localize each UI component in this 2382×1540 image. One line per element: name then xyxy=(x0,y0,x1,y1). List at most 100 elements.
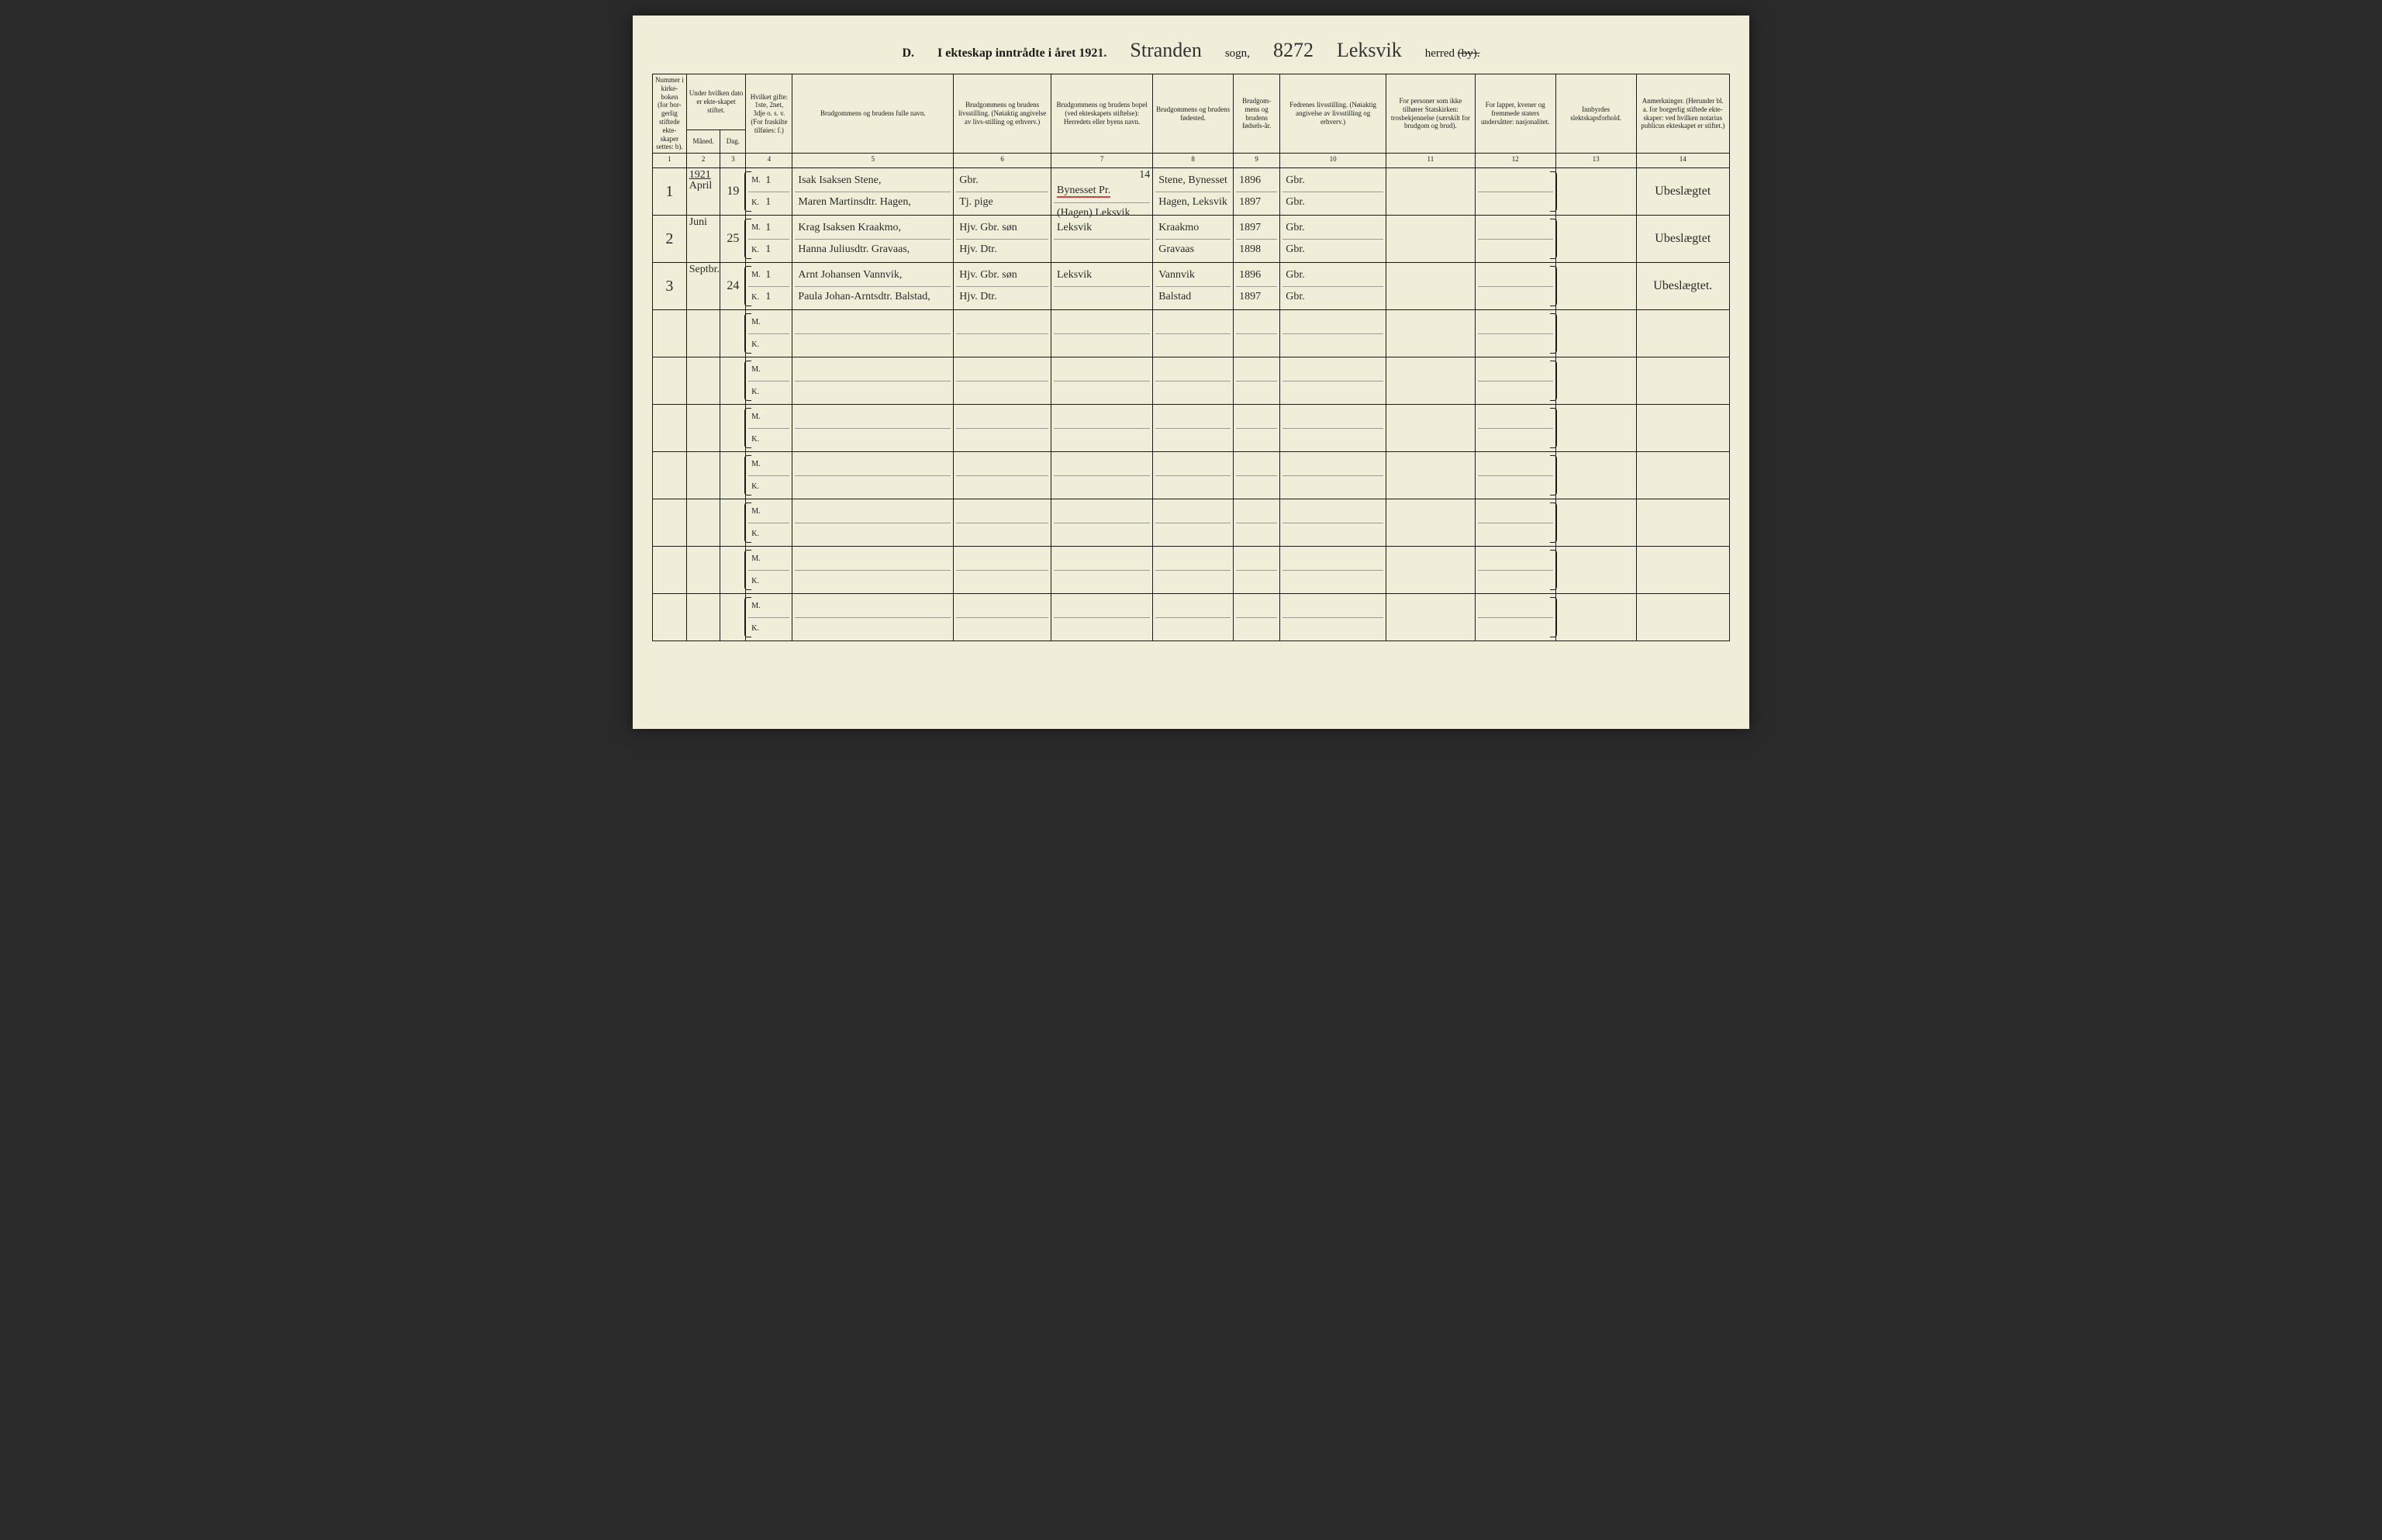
fodested-cell xyxy=(1153,452,1234,499)
title-text: I ekteskap inntrådte i året 192 xyxy=(937,47,1097,60)
bopel-cell xyxy=(1051,310,1152,357)
entry-number: 3 xyxy=(653,263,687,310)
bopel-cell xyxy=(1051,357,1152,405)
fedre-cell: Gbr. Gbr. xyxy=(1280,263,1386,310)
birthyear-cell: 1896 1897 xyxy=(1234,168,1280,216)
colnum: 12 xyxy=(1475,154,1555,168)
fodested-cell: Vannvik Balstad xyxy=(1153,263,1234,310)
anmerkning-cell: Ubeslægtet xyxy=(1636,216,1729,263)
month-cell xyxy=(686,405,720,452)
fedre-cell xyxy=(1280,310,1386,357)
livsstilling-cell xyxy=(954,405,1051,452)
tros-cell xyxy=(1386,452,1475,499)
nasjonalitet-cell xyxy=(1475,452,1555,499)
livsstilling-cell xyxy=(954,357,1051,405)
livsstilling-cell: Gbr. Tj. pige xyxy=(954,168,1051,216)
birthyear-cell: 1896 1897 xyxy=(1234,263,1280,310)
title-printed: I ekteskap inntrådte i året 1921. xyxy=(937,47,1106,60)
tros-cell xyxy=(1386,216,1475,263)
livsstilling-cell xyxy=(954,499,1051,547)
year-suffix: 1. xyxy=(1097,47,1106,60)
colnum: 7 xyxy=(1051,154,1152,168)
day-cell xyxy=(720,499,746,547)
fedre-cell: Gbr. Gbr. xyxy=(1280,168,1386,216)
fodested-cell xyxy=(1153,499,1234,547)
herred-word: herred xyxy=(1425,47,1455,60)
fodested-cell xyxy=(1153,310,1234,357)
name-cell: Krag Isaksen Kraakmo, Hanna Juliusdtr. G… xyxy=(792,216,954,263)
tros-cell xyxy=(1386,594,1475,641)
day-cell: 25 xyxy=(720,216,746,263)
table-row: 11921April19 M.1 K.1 Isak Isaksen Stene,… xyxy=(653,168,1730,216)
anmerkning-cell xyxy=(1636,499,1729,547)
header-c12: Innbyrdes slektskapsforhold. xyxy=(1555,74,1636,154)
fodested-cell xyxy=(1153,547,1234,594)
header-c1: Nummer i kirke-boken (for bor-gerlig sti… xyxy=(653,74,687,154)
slekt-cell xyxy=(1555,405,1636,452)
fodested-cell xyxy=(1153,357,1234,405)
gifte-cell: M. K. xyxy=(746,357,792,405)
tros-cell xyxy=(1386,547,1475,594)
slekt-cell xyxy=(1555,263,1636,310)
livsstilling-cell xyxy=(954,594,1051,641)
day-cell xyxy=(720,357,746,405)
gifte-cell: M. K. xyxy=(746,310,792,357)
livsstilling-cell xyxy=(954,547,1051,594)
colnum: 14 xyxy=(1636,154,1729,168)
tros-cell xyxy=(1386,499,1475,547)
month-cell xyxy=(686,499,720,547)
name-cell xyxy=(792,310,954,357)
header-c8: Brudgom-mens og brudens fødsels-år. xyxy=(1234,74,1280,154)
name-cell xyxy=(792,547,954,594)
sogn-name: Stranden xyxy=(1130,39,1201,62)
gifte-cell: M. K. xyxy=(746,547,792,594)
livsstilling-cell xyxy=(954,310,1051,357)
header-c10: For personer som ikke tilhører Statskirk… xyxy=(1386,74,1475,154)
month-cell: 1921April xyxy=(686,168,720,216)
slekt-cell xyxy=(1555,216,1636,263)
gifte-cell: M.1 K.1 xyxy=(746,263,792,310)
nasjonalitet-cell xyxy=(1475,594,1555,641)
nasjonalitet-cell xyxy=(1475,405,1555,452)
tros-cell xyxy=(1386,310,1475,357)
header-c2: Under hvilken dato er ekte-skapet stifte… xyxy=(686,74,746,130)
name-cell xyxy=(792,357,954,405)
birthyear-cell xyxy=(1234,310,1280,357)
header-c9: Fedrenes livsstilling. (Nøiaktig angivel… xyxy=(1280,74,1386,154)
fedre-cell xyxy=(1280,357,1386,405)
day-cell xyxy=(720,547,746,594)
day-cell xyxy=(720,594,746,641)
entry-number: 1 xyxy=(653,168,687,216)
colnum: 11 xyxy=(1386,154,1475,168)
slekt-cell xyxy=(1555,310,1636,357)
name-cell xyxy=(792,499,954,547)
header-c3: Hvilket gifte: 1ste, 2net, 3dje o. s. v.… xyxy=(746,74,792,154)
herred-label: herred (by). xyxy=(1425,47,1480,60)
gifte-cell: M. K. xyxy=(746,405,792,452)
header-c2a: Måned. xyxy=(686,129,720,153)
bopel-cell xyxy=(1051,547,1152,594)
colnum: 4 xyxy=(746,154,792,168)
slekt-cell xyxy=(1555,168,1636,216)
register-table: Nummer i kirke-boken (for bor-gerlig sti… xyxy=(652,74,1730,641)
herred-name: Leksvik xyxy=(1337,39,1402,62)
colnum: 6 xyxy=(954,154,1051,168)
entry-number: 2 xyxy=(653,216,687,263)
section-letter: D. xyxy=(902,47,914,60)
tros-cell xyxy=(1386,263,1475,310)
table-row: M. K. xyxy=(653,547,1730,594)
table-row: M. K. xyxy=(653,310,1730,357)
gifte-cell: M. K. xyxy=(746,452,792,499)
day-cell: 24 xyxy=(720,263,746,310)
birthyear-cell xyxy=(1234,594,1280,641)
table-row: M. K. xyxy=(653,357,1730,405)
tros-cell xyxy=(1386,405,1475,452)
birthyear-cell xyxy=(1234,547,1280,594)
birthyear-cell: 1897 1898 xyxy=(1234,216,1280,263)
livsstilling-cell: Hjv. Gbr. søn Hjv. Dtr. xyxy=(954,216,1051,263)
tros-cell xyxy=(1386,168,1475,216)
colnum: 13 xyxy=(1555,154,1636,168)
table-body: 11921April19 M.1 K.1 Isak Isaksen Stene,… xyxy=(653,168,1730,641)
month-cell: Juni xyxy=(686,216,720,263)
bopel-cell xyxy=(1051,594,1152,641)
